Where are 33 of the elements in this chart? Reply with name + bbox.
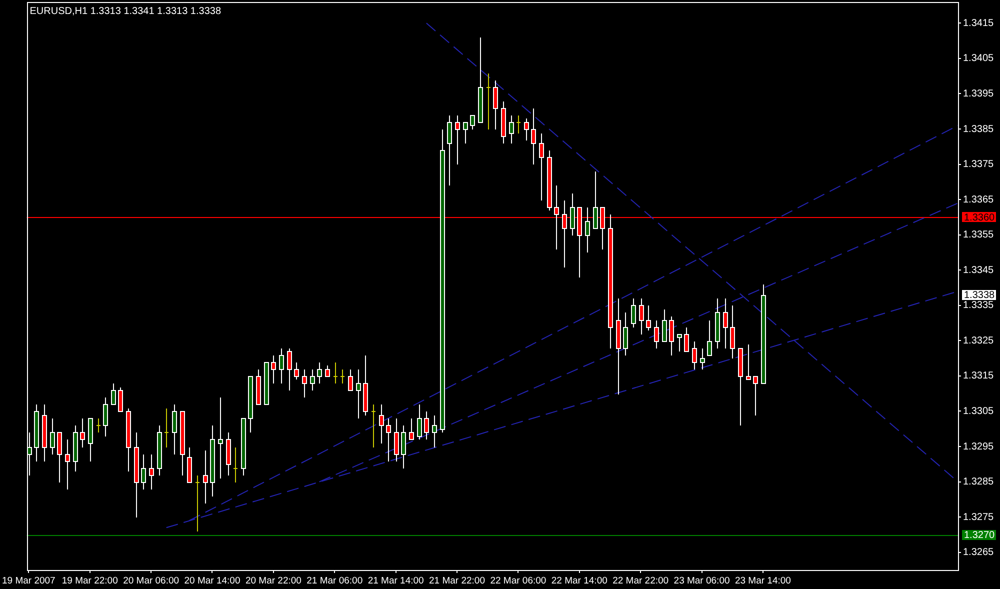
x-tick-label: 20 Mar 06:00 (123, 575, 180, 586)
y-tick-label: 1.3375 (963, 159, 994, 170)
x-tick-label: 19 Mar 22:00 (62, 575, 118, 586)
x-tick-label: 20 Mar 14:00 (184, 575, 240, 586)
y-tick-label: 1.3355 (963, 230, 994, 241)
y-tick-label: 1.3365 (963, 194, 994, 206)
ref-line-label: 1.3360 (964, 212, 996, 224)
x-tick-label: 21 Mar 22:00 (429, 575, 485, 586)
y-tick-label: 1.3305 (963, 406, 994, 417)
y-tick-label: 1.3405 (963, 53, 994, 64)
x-tick-label: 23 Mar 06:00 (674, 575, 730, 586)
x-tick-label: 22 Mar 14:00 (551, 575, 608, 586)
x-tick-label: 22 Mar 06:00 (490, 575, 546, 586)
x-tick-label: 21 Mar 06:00 (306, 575, 363, 586)
y-tick-label: 1.3415 (963, 18, 994, 29)
y-tick-label: 1.3345 (963, 264, 994, 276)
x-tick-label: 23 Mar 14:00 (734, 575, 791, 586)
y-tick-label: 1.3295 (963, 441, 994, 452)
x-tick-label: 19 Mar 2007 (2, 575, 56, 586)
x-tick-label: 21 Mar 14:00 (368, 575, 424, 586)
x-tick-label: 22 Mar 22:00 (612, 575, 669, 586)
y-tick-label: 1.3285 (963, 476, 994, 488)
y-tick-label: 1.3325 (963, 335, 994, 346)
y-tick-label: 1.3385 (963, 124, 994, 135)
y-tick-label: 1.3395 (963, 88, 994, 100)
text: 1.3338 (964, 290, 996, 302)
y-tick-label: 1.3275 (963, 512, 994, 523)
x-tick-label: 20 Mar 22:00 (245, 575, 302, 586)
chart-title: EURUSD,H1 1.3313 1.3341 1.3313 1.3338 (30, 6, 222, 17)
y-tick-label: 1.3315 (963, 370, 994, 382)
y-tick-label: 1.3265 (963, 547, 994, 558)
y-tick-label: 1.3335 (963, 300, 994, 312)
ref-line-label: 1.3270 (964, 530, 996, 541)
